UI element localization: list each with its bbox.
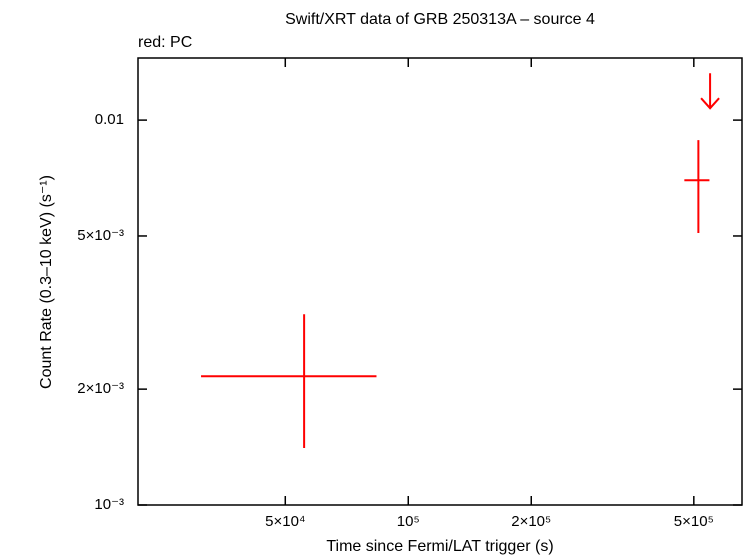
chart-subtitle: red: PC <box>138 34 192 51</box>
y-axis-label: Count Rate (0.3–10 keV) (s⁻¹) <box>38 175 55 389</box>
y-tick-label: 0.01 <box>95 111 124 128</box>
y-tick-label: 10⁻³ <box>94 496 124 513</box>
upper-limit-arrow <box>700 73 720 110</box>
x-tick-label: 10⁵ <box>397 513 420 530</box>
y-tick-label: 5×10⁻³ <box>77 227 124 244</box>
x-tick-label: 2×10⁵ <box>511 513 551 530</box>
x-axis-label: Time since Fermi/LAT trigger (s) <box>326 538 553 555</box>
chart-title: Swift/XRT data of GRB 250313A – source 4 <box>285 11 595 28</box>
x-tick-label: 5×10⁴ <box>265 513 305 530</box>
plot-frame <box>137 57 743 506</box>
y-tick-label: 2×10⁻³ <box>77 380 124 397</box>
x-tick-label: 5×10⁵ <box>674 513 714 530</box>
